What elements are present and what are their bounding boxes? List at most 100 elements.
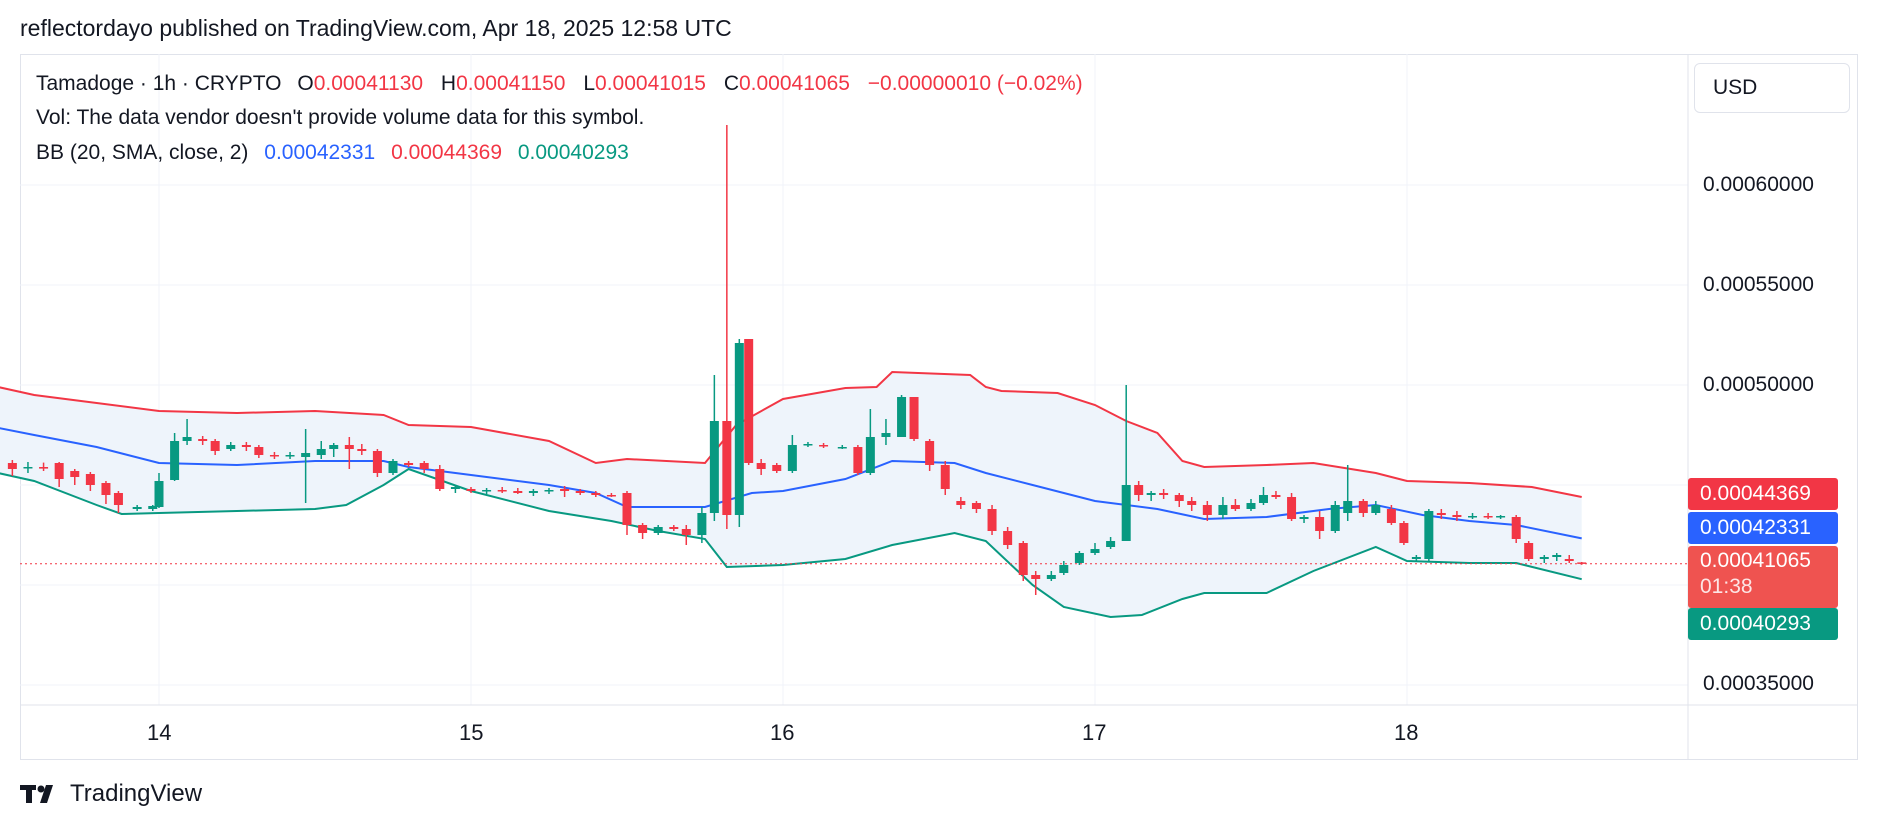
bb-label[interactable]: BB (20, SMA, close, 2) bbox=[36, 141, 249, 164]
candle-body bbox=[1330, 505, 1340, 531]
candle-body bbox=[638, 525, 648, 533]
candle bbox=[1159, 489, 1169, 499]
candle bbox=[1090, 543, 1100, 555]
candle-body bbox=[681, 529, 691, 535]
currency-button[interactable]: USD bbox=[1694, 63, 1850, 113]
candle bbox=[1468, 513, 1478, 519]
candle-body bbox=[622, 493, 632, 525]
candle-body bbox=[39, 467, 49, 469]
candle bbox=[987, 505, 997, 535]
close-value: 0.00041065 bbox=[738, 72, 850, 95]
candle bbox=[1524, 541, 1534, 561]
candle bbox=[1246, 499, 1256, 511]
candle-body bbox=[1371, 505, 1381, 513]
candle-body bbox=[23, 467, 33, 469]
candle-body bbox=[241, 445, 251, 447]
candle-body bbox=[344, 445, 354, 449]
low-value: 0.00041015 bbox=[595, 72, 706, 95]
time-label-4: 18 bbox=[1394, 720, 1419, 745]
candle bbox=[837, 445, 847, 449]
candle-body bbox=[837, 447, 847, 449]
candle-body bbox=[1230, 505, 1240, 509]
low-label: L bbox=[583, 72, 596, 95]
candle-body bbox=[497, 490, 507, 492]
candle-body bbox=[1539, 557, 1549, 559]
tradingview-brand[interactable]: TradingView bbox=[20, 780, 202, 808]
bb-upper-line bbox=[0, 370, 1582, 498]
candle-body bbox=[1121, 485, 1131, 541]
candle-body bbox=[1187, 501, 1197, 505]
candle-body bbox=[254, 447, 264, 455]
last-price-tag: 0.00041065 01:38 bbox=[1688, 546, 1838, 608]
candle bbox=[182, 419, 192, 445]
candle bbox=[1452, 511, 1462, 521]
candle bbox=[1230, 499, 1240, 511]
time-label-3: 17 bbox=[1082, 720, 1107, 745]
candle bbox=[101, 481, 111, 504]
candle bbox=[1046, 571, 1056, 581]
open-value: 0.00041130 bbox=[313, 72, 424, 95]
candle bbox=[344, 437, 354, 469]
bb-upper-price-tag: 0.00044369 bbox=[1688, 478, 1838, 510]
candle bbox=[1121, 385, 1131, 541]
candle-body bbox=[1511, 517, 1521, 539]
candle bbox=[881, 419, 891, 445]
candle-body bbox=[329, 445, 339, 449]
candle-body bbox=[987, 509, 997, 531]
candle-body bbox=[1059, 565, 1069, 573]
candle bbox=[1564, 555, 1574, 563]
candle bbox=[198, 436, 208, 445]
candle bbox=[241, 442, 251, 451]
candle bbox=[404, 461, 414, 467]
candle bbox=[466, 487, 476, 493]
candle bbox=[622, 491, 632, 535]
candle-body bbox=[1106, 541, 1116, 547]
candle bbox=[865, 409, 875, 475]
ohlc-legend: Tamadoge · 1h · CRYPTO O0.00041130 H0.00… bbox=[36, 72, 1083, 96]
candle bbox=[1358, 499, 1368, 517]
candle bbox=[744, 339, 754, 465]
candle bbox=[1218, 497, 1228, 519]
candle bbox=[971, 501, 981, 513]
candle-body bbox=[697, 513, 707, 535]
candle bbox=[269, 452, 279, 459]
candle bbox=[316, 441, 326, 459]
candle bbox=[1299, 515, 1309, 523]
candle-body bbox=[1343, 501, 1353, 513]
candle bbox=[853, 445, 863, 475]
candle bbox=[132, 505, 142, 511]
candle bbox=[1187, 497, 1197, 511]
grid bbox=[20, 54, 1858, 760]
bb-lower-price-tag: 0.00040293 bbox=[1688, 608, 1838, 640]
candle-body bbox=[1452, 515, 1462, 517]
candle bbox=[1003, 527, 1013, 549]
candles bbox=[7, 125, 1587, 595]
candle-body bbox=[1031, 575, 1041, 579]
candle bbox=[154, 473, 164, 508]
candle bbox=[1315, 511, 1325, 539]
candle bbox=[301, 429, 311, 503]
candle-body bbox=[1436, 513, 1446, 515]
candle-body bbox=[925, 441, 935, 465]
candle-body bbox=[1315, 517, 1325, 531]
candle bbox=[85, 472, 95, 491]
candle bbox=[482, 488, 492, 494]
candle-body bbox=[1299, 517, 1309, 519]
bb-upper-value: 0.00044369 bbox=[391, 141, 503, 164]
candle bbox=[787, 435, 797, 473]
candle-body bbox=[544, 490, 554, 492]
candle bbox=[170, 433, 180, 481]
candle-body bbox=[787, 445, 797, 471]
candle bbox=[1483, 513, 1493, 519]
candle-body bbox=[1496, 516, 1506, 518]
symbol-label[interactable]: Tamadoge · 1h · CRYPTO bbox=[36, 72, 282, 95]
candle bbox=[254, 445, 264, 458]
candle-body bbox=[1552, 555, 1562, 557]
candle-body bbox=[170, 441, 180, 480]
change-value: −0.00000010 (−0.02%) bbox=[867, 72, 1083, 95]
candle-body bbox=[1468, 516, 1478, 518]
close-label: C bbox=[723, 72, 739, 95]
candle bbox=[1436, 509, 1446, 519]
candle-body bbox=[1564, 559, 1574, 561]
